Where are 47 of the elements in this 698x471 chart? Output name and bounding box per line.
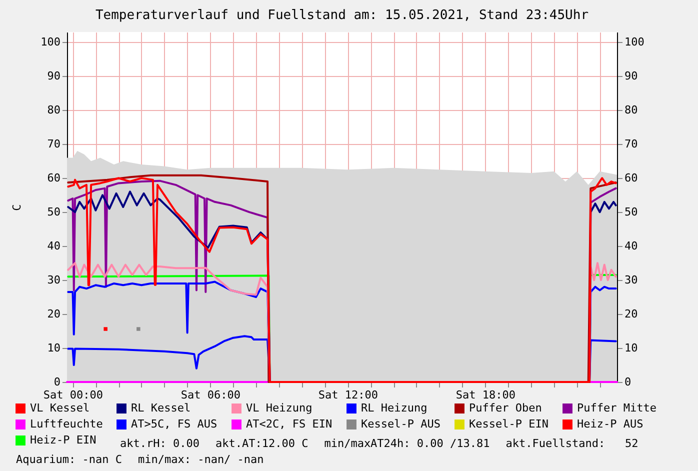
- y-tick-label: 50: [47, 206, 60, 219]
- y-tick-label: 90: [47, 70, 60, 83]
- x-tick-label: Sat 00:00: [43, 388, 104, 402]
- y2-tick-label: 10: [624, 342, 638, 355]
- y-tick-label: 30: [47, 274, 60, 287]
- legend-label: VL Heizung: [246, 402, 312, 414]
- y-axis-title: C: [10, 204, 24, 211]
- legend-label: AT<2C, FS EIN: [246, 418, 332, 430]
- legend-label: AT>5C, FS AUS: [131, 418, 218, 430]
- y2-tick-label: 80: [624, 104, 638, 117]
- y2-tick-label: 40: [624, 240, 638, 253]
- y-tick-label: 70: [47, 138, 60, 151]
- y2-tick-label: 90: [624, 70, 638, 83]
- y-tick-label: 20: [47, 308, 60, 321]
- legend-label: RL Heizung: [361, 402, 428, 414]
- chart-title: Temperaturverlauf und Fuellstand am: 15.05.2021, Stand 23:45Uhr: [95, 8, 589, 23]
- legend-label: Puffer Oben: [469, 402, 542, 414]
- y-tick-label: 40: [47, 240, 60, 253]
- x-tick-label: Sat 18:00: [456, 388, 516, 402]
- legend-label: Heiz-P AUS: [577, 418, 644, 430]
- legend-label: Puffer Mitte: [577, 402, 656, 414]
- text: akt.Fuellstand: 52: [506, 436, 638, 452]
- y-tick-label: 100: [40, 36, 60, 49]
- text: Aquarium: -nan C: [16, 452, 122, 468]
- y2-tick-label: 60: [624, 172, 638, 185]
- y-tick-label: 80: [47, 104, 60, 117]
- text: min/max: -nan/ -nan: [138, 452, 264, 468]
- y2-tick-label: 100: [624, 36, 644, 49]
- y-tick-label: 10: [47, 342, 60, 355]
- legend-label: Kessel-P AUS: [361, 418, 440, 430]
- y2-tick-label: 0: [624, 376, 632, 388]
- y2-tick-label: 50: [624, 206, 638, 219]
- x-tick-label: Sat 12:00: [318, 388, 378, 402]
- y2-tick-label: 70: [624, 138, 638, 151]
- y2-tick-label: 30: [624, 274, 638, 287]
- y2-tick-label: 20: [624, 308, 638, 321]
- y-tick-label: 60: [47, 172, 60, 185]
- legend-label: Kessel-P EIN: [469, 418, 548, 430]
- y-tick-label: 0: [54, 376, 60, 388]
- legend-label: Luftfeuchte: [30, 418, 103, 430]
- legend-label: RL Kessel: [131, 402, 191, 414]
- text: akt.rH: 0.00: [120, 436, 200, 452]
- text: akt.AT:12.00 C: [215, 436, 308, 452]
- text: min/maxAT24h: 0.00 /13.81: [324, 436, 490, 452]
- x-tick-label: Sat 06:00: [180, 388, 241, 402]
- legend-label: VL Kessel: [30, 402, 90, 414]
- legend-label: Heiz-P EIN: [30, 434, 96, 446]
